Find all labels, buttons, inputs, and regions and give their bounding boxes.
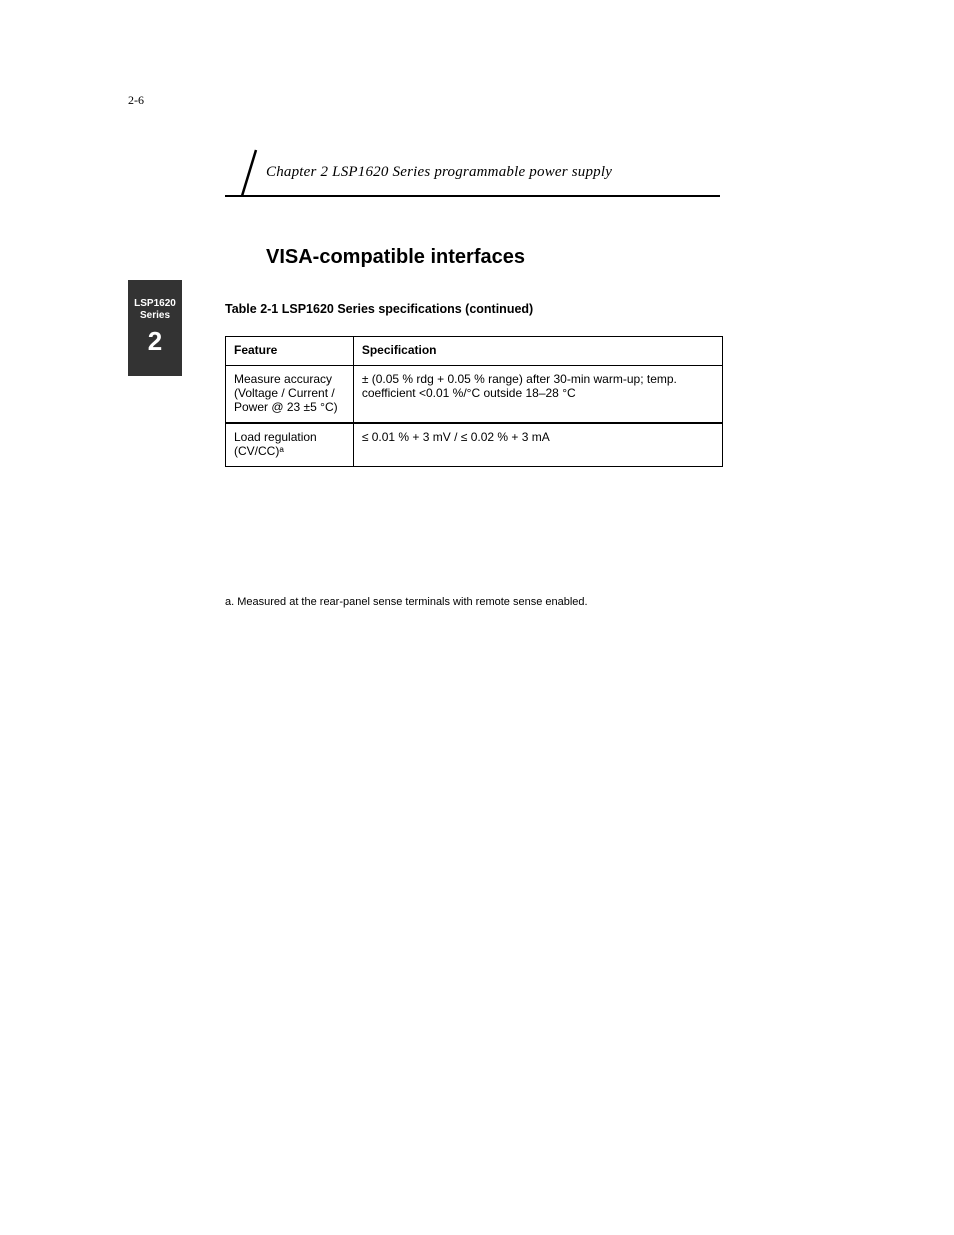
page-number: 2-6 <box>128 93 144 108</box>
table-row: Measure accuracy (Voltage / Current / Po… <box>226 366 723 424</box>
section-heading: VISA-compatible interfaces <box>266 246 525 269</box>
sidebar-tab-label-1: LSP1620 <box>134 298 176 310</box>
chapter-title: Chapter 2 LSP1620 Series programmable po… <box>266 164 612 181</box>
table-cell: Load regulation (CV/CC)ᵃ <box>226 423 354 467</box>
spec-table: Feature Specification Measure accuracy (… <box>225 336 723 467</box>
table-footnote: a. Measured at the rear-panel sense term… <box>225 595 723 609</box>
table-header-cell: Specification <box>353 337 722 366</box>
table-cell: ± (0.05 % rdg + 0.05 % range) after 30-m… <box>353 366 722 424</box>
table-cell: ≤ 0.01 % + 3 mV / ≤ 0.02 % + 3 mA <box>353 423 722 467</box>
table-header-cell: Feature <box>226 337 354 366</box>
sidebar-tab-number: 2 <box>148 326 162 357</box>
table-header-row: Feature Specification <box>226 337 723 366</box>
sidebar-tab-label-2: Series <box>140 310 170 322</box>
sidebar-tab: LSP1620 Series 2 <box>128 280 182 376</box>
page: 2-6 Chapter 2 LSP1620 Series programmabl… <box>0 0 954 1235</box>
chapter-rule <box>225 195 720 197</box>
table-caption: Table 2-1 LSP1620 Series specifications … <box>225 302 533 316</box>
chapter-slash-icon <box>236 148 264 198</box>
table-cell: Measure accuracy (Voltage / Current / Po… <box>226 366 354 424</box>
table-row: Load regulation (CV/CC)ᵃ ≤ 0.01 % + 3 mV… <box>226 423 723 467</box>
